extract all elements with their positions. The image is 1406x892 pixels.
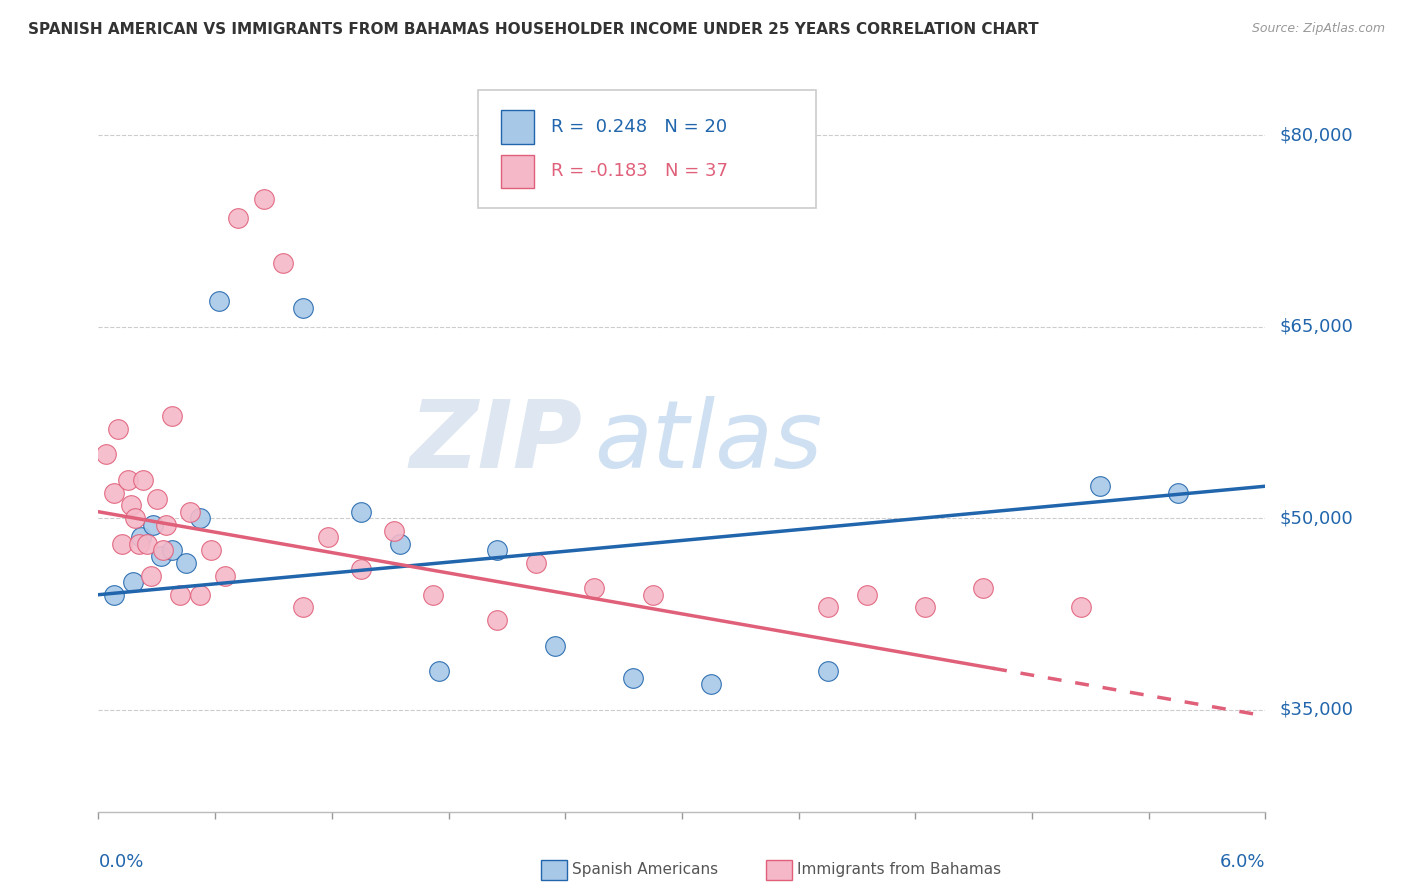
Point — [136, 536, 159, 550]
Point — [486, 613, 509, 627]
Point — [316, 530, 339, 544]
Point — [174, 556, 197, 570]
Point — [179, 505, 201, 519]
Point — [162, 543, 184, 558]
Text: ZIP: ZIP — [409, 395, 582, 488]
Point — [96, 447, 118, 461]
Point — [142, 517, 165, 532]
Point — [641, 588, 664, 602]
Point — [188, 588, 211, 602]
Text: $80,000: $80,000 — [1279, 126, 1353, 145]
Point — [253, 192, 276, 206]
Bar — [501, 154, 534, 188]
Text: atlas: atlas — [595, 396, 823, 487]
Point — [132, 473, 155, 487]
Text: 6.0%: 6.0% — [1220, 854, 1265, 871]
Point — [544, 639, 567, 653]
Point — [228, 211, 250, 226]
Point — [382, 524, 405, 538]
Point — [200, 543, 222, 558]
Point — [524, 556, 547, 570]
Point — [817, 600, 839, 615]
Point — [169, 588, 191, 602]
Point — [427, 665, 450, 679]
Point — [103, 588, 125, 602]
Text: R = -0.183   N = 37: R = -0.183 N = 37 — [551, 162, 728, 180]
Point — [188, 511, 211, 525]
Point — [124, 511, 146, 525]
Point — [117, 473, 139, 487]
Point — [291, 600, 314, 615]
Point — [291, 301, 314, 315]
Text: Source: ZipAtlas.com: Source: ZipAtlas.com — [1251, 22, 1385, 36]
Point — [422, 588, 444, 602]
Point — [122, 574, 145, 589]
Text: $50,000: $50,000 — [1279, 509, 1353, 527]
Point — [914, 600, 936, 615]
Bar — [501, 111, 534, 144]
Point — [103, 485, 125, 500]
Point — [350, 505, 373, 519]
Point — [583, 582, 606, 596]
Text: $35,000: $35,000 — [1279, 700, 1354, 719]
Text: R =  0.248   N = 20: R = 0.248 N = 20 — [551, 118, 727, 136]
Point — [129, 530, 152, 544]
Point — [1088, 479, 1111, 493]
Point — [388, 536, 411, 550]
Point — [152, 543, 174, 558]
Point — [817, 665, 839, 679]
Text: Immigrants from Bahamas: Immigrants from Bahamas — [797, 863, 1001, 877]
Point — [1167, 485, 1189, 500]
Text: 0.0%: 0.0% — [98, 854, 143, 871]
Point — [111, 536, 134, 550]
Text: Spanish Americans: Spanish Americans — [572, 863, 718, 877]
Point — [107, 422, 129, 436]
Point — [162, 409, 184, 423]
Point — [139, 568, 162, 582]
Point — [621, 671, 644, 685]
Text: SPANISH AMERICAN VS IMMIGRANTS FROM BAHAMAS HOUSEHOLDER INCOME UNDER 25 YEARS CO: SPANISH AMERICAN VS IMMIGRANTS FROM BAHA… — [28, 22, 1039, 37]
Point — [146, 491, 169, 506]
Point — [972, 582, 994, 596]
Point — [149, 549, 172, 564]
Point — [700, 677, 723, 691]
Point — [350, 562, 373, 576]
Point — [486, 543, 509, 558]
Point — [1070, 600, 1092, 615]
Point — [155, 517, 177, 532]
Text: $65,000: $65,000 — [1279, 318, 1353, 335]
Point — [855, 588, 877, 602]
FancyBboxPatch shape — [478, 90, 815, 209]
Point — [121, 499, 143, 513]
Point — [208, 294, 231, 309]
Point — [214, 568, 236, 582]
Point — [271, 256, 294, 270]
Point — [128, 536, 150, 550]
